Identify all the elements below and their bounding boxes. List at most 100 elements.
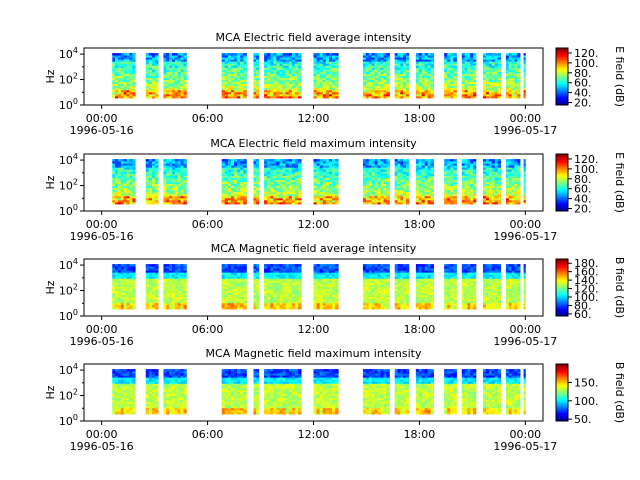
- spectrogram-cell: [224, 266, 229, 269]
- spectrogram-cell: [264, 167, 268, 170]
- spectrogram-cell: [115, 282, 119, 285]
- spectrogram-cell: [461, 71, 466, 74]
- spectrogram-cell: [117, 199, 122, 203]
- spectrogram-cell: [129, 79, 133, 83]
- spectrogram-cell: [180, 93, 184, 97]
- spectrogram-cell: [447, 91, 451, 95]
- spectrogram-cell: [129, 284, 133, 287]
- colorbar-step: [556, 67, 568, 70]
- spectrogram-cell: [400, 195, 404, 199]
- spectrogram-cell: [183, 69, 187, 72]
- spectrogram-cell: [444, 163, 448, 166]
- spectrogram-cell: [273, 71, 277, 74]
- spectrogram-cell: [319, 197, 324, 201]
- spectrogram-cell: [365, 85, 370, 89]
- spectrogram-cell: [464, 53, 468, 56]
- spectrogram-cell: [394, 181, 398, 184]
- spectrogram-cell: [155, 83, 159, 87]
- spectrogram-cell: [282, 288, 287, 292]
- spectrogram-cell: [126, 63, 130, 66]
- spectrogram-cell: [377, 201, 381, 205]
- spectrogram-cell: [227, 175, 232, 178]
- spectrogram-cell: [273, 189, 277, 193]
- spectrogram-cell: [243, 95, 247, 99]
- spectrogram-cell: [470, 55, 474, 58]
- spectrogram-cell: [394, 193, 398, 197]
- spectrogram-cell: [234, 193, 238, 197]
- spectrogram-cell: [174, 91, 179, 95]
- spectrogram-cell: [322, 77, 327, 81]
- spectrogram-cell: [332, 71, 336, 74]
- spectrogram-cell: [450, 201, 454, 205]
- spectrogram-cell: [234, 298, 238, 302]
- spectrogram-cell: [180, 89, 184, 93]
- spectrogram-cell: [368, 81, 373, 85]
- spectrogram-cell: [328, 75, 333, 78]
- spectrogram-cell: [285, 187, 290, 191]
- spectrogram-cell: [151, 187, 156, 191]
- spectrogram-cell: [240, 199, 244, 203]
- spectrogram-cell: [383, 57, 387, 60]
- spectrogram-cell: [332, 189, 336, 193]
- spectrogram-cell: [253, 280, 257, 283]
- spectrogram-cell: [227, 69, 232, 72]
- spectrogram-cell: [450, 65, 454, 68]
- colorbar: 20.40.60.80.100.120. E field (dB): [555, 46, 626, 110]
- spectrogram-cell: [120, 296, 125, 300]
- spectrogram-cell: [316, 77, 321, 81]
- spectrogram-cell: [450, 165, 454, 168]
- colorbar-step: [556, 156, 568, 159]
- spectrogram-cell: [374, 197, 379, 201]
- spectrogram-cell: [494, 171, 499, 174]
- spectrogram-cell: [298, 167, 302, 170]
- spectrogram-cell: [450, 57, 454, 60]
- spectrogram-cell: [328, 55, 333, 58]
- spectrogram-cell: [430, 195, 434, 199]
- spectrogram-cell: [123, 165, 127, 168]
- spectrogram-cell: [374, 61, 379, 64]
- spectrogram-cell: [230, 193, 235, 197]
- spectrogram-cell: [322, 75, 327, 78]
- spectrogram-cell: [377, 87, 381, 91]
- spectrogram-cell: [227, 304, 232, 308]
- spectrogram-cell: [482, 163, 487, 166]
- spectrogram-cell: [264, 191, 268, 195]
- spectrogram-cell: [145, 286, 150, 289]
- spectrogram-cell: [430, 187, 434, 191]
- spectrogram-cell: [322, 165, 327, 168]
- spectrogram-cell: [328, 69, 333, 72]
- spectrogram-cell: [183, 59, 187, 62]
- spectrogram-cell: [117, 173, 122, 176]
- spectrogram-cell: [221, 77, 226, 81]
- spectrogram-cell: [397, 55, 401, 58]
- spectrogram-cell: [427, 83, 431, 87]
- spectrogram-cell: [115, 199, 119, 203]
- spectrogram-cell: [253, 201, 257, 205]
- spectrogram-cell: [155, 280, 159, 283]
- spectrogram-cell: [523, 189, 526, 193]
- spectrogram-cell: [166, 272, 170, 275]
- spectrogram-cell: [430, 169, 434, 172]
- spectrogram-cell: [505, 63, 510, 66]
- spectrogram-cell: [497, 191, 502, 195]
- spectrogram-cell: [183, 93, 187, 97]
- spectrogram-cell: [234, 288, 238, 292]
- spectrogram-cell: [177, 65, 182, 68]
- spectrogram-cell: [221, 282, 226, 285]
- spectrogram-cell: [270, 91, 274, 95]
- spectrogram-cell: [177, 75, 182, 78]
- spectrogram-cell: [237, 69, 241, 72]
- spectrogram-cell: [126, 171, 130, 174]
- spectrogram-cell: [316, 93, 321, 97]
- spectrogram-cell: [368, 83, 373, 87]
- spectrogram-cell: [177, 268, 182, 271]
- spectrogram-cell: [421, 191, 426, 195]
- spectrogram-cell: [294, 175, 299, 178]
- spectrogram-cell: [505, 187, 510, 191]
- spectrogram-cell: [129, 167, 133, 170]
- spectrogram-cell: [406, 187, 410, 191]
- spectrogram-cell: [224, 302, 229, 306]
- spectrogram-cell: [273, 270, 277, 273]
- spectrogram-cell: [224, 75, 229, 78]
- spectrogram-cell: [415, 71, 420, 74]
